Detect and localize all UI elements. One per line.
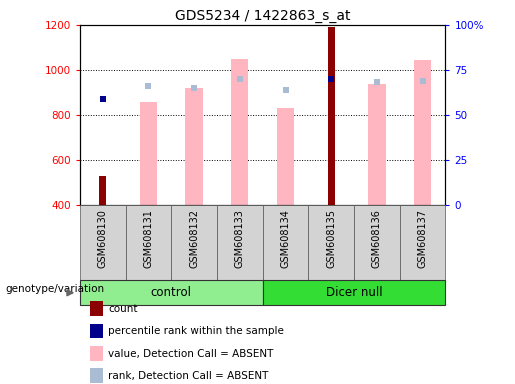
- Bar: [414, 60, 431, 205]
- Text: percentile rank within the sample: percentile rank within the sample: [108, 326, 284, 336]
- Text: GSM608137: GSM608137: [418, 209, 427, 268]
- Text: rank, Detection Call = ABSENT: rank, Detection Call = ABSENT: [108, 371, 268, 381]
- Text: GSM608135: GSM608135: [326, 209, 336, 268]
- Bar: [171, 205, 217, 280]
- Bar: [80, 205, 126, 280]
- Bar: [277, 108, 294, 205]
- Text: GSM608131: GSM608131: [143, 209, 153, 268]
- Bar: [354, 205, 400, 280]
- Bar: [99, 176, 106, 205]
- Text: Dicer null: Dicer null: [326, 286, 382, 299]
- Text: GSM608132: GSM608132: [189, 209, 199, 268]
- Text: GSM608133: GSM608133: [235, 209, 245, 268]
- Bar: [140, 102, 157, 205]
- Text: GSM608134: GSM608134: [281, 209, 290, 268]
- Text: genotype/variation: genotype/variation: [5, 284, 104, 294]
- Text: GSM608136: GSM608136: [372, 209, 382, 268]
- Bar: [368, 84, 386, 205]
- Bar: [400, 205, 445, 280]
- Bar: [328, 27, 335, 205]
- Bar: [263, 280, 445, 305]
- Bar: [126, 205, 171, 280]
- Bar: [185, 88, 203, 205]
- Title: GDS5234 / 1422863_s_at: GDS5234 / 1422863_s_at: [175, 8, 350, 23]
- Text: GSM608130: GSM608130: [98, 209, 108, 268]
- Bar: [217, 205, 263, 280]
- Text: control: control: [151, 286, 192, 299]
- Bar: [231, 59, 248, 205]
- Text: value, Detection Call = ABSENT: value, Detection Call = ABSENT: [108, 349, 273, 359]
- Bar: [263, 205, 308, 280]
- Bar: [308, 205, 354, 280]
- Text: count: count: [108, 304, 138, 314]
- Bar: [80, 280, 263, 305]
